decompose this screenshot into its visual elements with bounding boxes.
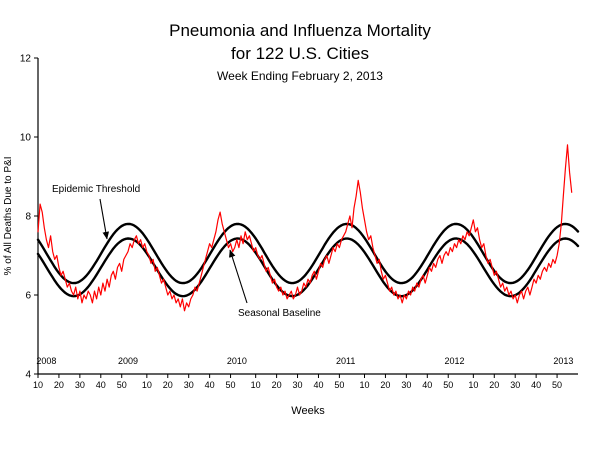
- y-tick-label: 4: [25, 370, 31, 381]
- x-tick-label: 10: [33, 380, 43, 390]
- y-tick-label: 8: [25, 212, 31, 223]
- seasonal-baseline-annotation-label: Seasonal Baseline: [238, 308, 321, 319]
- x-tick-label: 40: [422, 380, 432, 390]
- reported-p-i-mortality-series: [37, 144, 573, 312]
- x-tick-label: 10: [251, 380, 261, 390]
- chart-title-line-1: Pneumonia and Influenza Mortality: [169, 21, 431, 40]
- x-tick-label: 40: [313, 380, 323, 390]
- x-tick-label: 40: [531, 380, 541, 390]
- x-tick-label: 10: [468, 380, 478, 390]
- x-tick-label: 50: [226, 380, 236, 390]
- x-tick-label: 20: [489, 380, 499, 390]
- y-axis-label: % of All Deaths Due to P&I: [3, 157, 14, 276]
- seasonal-baseline-series: [36, 237, 580, 298]
- year-label-2009: 2009: [118, 356, 138, 366]
- seasonal-baseline-arrow: [229, 249, 248, 304]
- x-tick-label: 50: [552, 380, 562, 390]
- x-tick-label: 40: [205, 380, 215, 390]
- annotation-layer: Epidemic Threshold Seasonal Baseline: [52, 184, 321, 319]
- year-label-2008: 2008: [36, 356, 56, 366]
- year-label-2012: 2012: [444, 356, 464, 366]
- x-axis-label: Weeks: [291, 405, 325, 417]
- year-label-2010: 2010: [227, 356, 247, 366]
- x-tick-label: 20: [272, 380, 282, 390]
- x-tick-label: 30: [293, 380, 303, 390]
- x-tick-label: 40: [96, 380, 106, 390]
- epidemic-threshold-arrow: [99, 198, 110, 240]
- y-tick-label: 6: [25, 291, 31, 302]
- x-tick-label: 20: [163, 380, 173, 390]
- chart-title-line-2: for 122 U.S. Cities: [231, 44, 369, 63]
- y-tick-label: 10: [20, 133, 32, 144]
- x-tick-label: 20: [54, 380, 64, 390]
- x-tick-label: 30: [184, 380, 194, 390]
- plot-area: 4 6 8 10 12 10 20 30 40 50 10 20 30 40 50 10 20 30 40 50 10 2…: [20, 54, 580, 390]
- x-tick-label: 50: [334, 380, 344, 390]
- y-tick-label: 12: [20, 54, 32, 65]
- x-tick-label: 10: [142, 380, 152, 390]
- x-tick-label: 50: [443, 380, 453, 390]
- x-tick-label: 10: [360, 380, 370, 390]
- year-label-2013: 2013: [553, 356, 573, 366]
- chart-subtitle: Week Ending February 2, 2013: [217, 69, 383, 83]
- epidemic-threshold-annotation-label: Epidemic Threshold: [52, 184, 140, 195]
- x-tick-label: 30: [510, 380, 520, 390]
- x-tick-label: 50: [117, 380, 127, 390]
- x-tick-label: 30: [401, 380, 411, 390]
- year-label-2011: 2011: [336, 356, 355, 366]
- x-tick-label: 20: [380, 380, 390, 390]
- x-tick-label: 30: [75, 380, 85, 390]
